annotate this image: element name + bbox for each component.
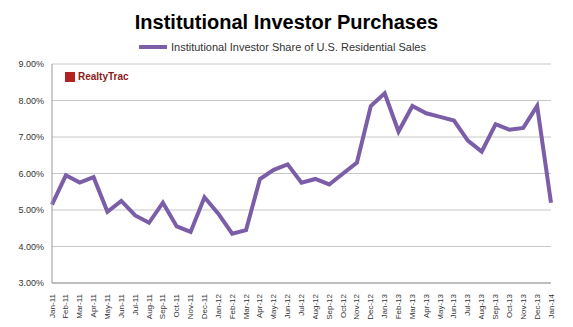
svg-text:5.00%: 5.00% [18,205,44,215]
svg-text:Oct-12: Oct-12 [339,293,348,318]
svg-text:Jul-11: Jul-11 [131,293,140,315]
svg-text:Jan-11: Jan-11 [48,293,57,317]
svg-text:Aug-13: Aug-13 [477,293,486,319]
svg-text:8.00%: 8.00% [18,96,44,106]
svg-text:Aug-12: Aug-12 [311,293,320,319]
svg-text:4.00%: 4.00% [18,242,44,252]
svg-text:Sep-12: Sep-12 [325,293,334,319]
svg-text:Jul-13: Jul-13 [463,293,472,315]
svg-text:3.00%: 3.00% [18,278,44,288]
svg-text:Feb-13: Feb-13 [394,293,403,319]
svg-text:Apr-11: Apr-11 [89,293,98,317]
svg-text:Jun-12: Jun-12 [283,293,292,318]
svg-text:Jun-13: Jun-13 [449,293,458,318]
html-text:RealtyTrac: RealtyTrac [78,71,129,82]
svg-text:Sep-11: Sep-11 [158,293,167,319]
svg-text:May-13: May-13 [436,293,445,319]
svg-text:Jan-12: Jan-12 [214,293,223,318]
svg-text:7.00%: 7.00% [18,132,44,142]
svg-text:Dec-12: Dec-12 [366,293,375,319]
svg-text:Mar-12: Mar-12 [242,293,251,319]
svg-text:Oct-13: Oct-13 [505,293,514,318]
svg-text:9.00%: 9.00% [18,59,44,69]
svg-text:Dec-13: Dec-13 [533,293,542,319]
svg-text:Jul-12: Jul-12 [297,293,306,315]
svg-text:Mar-13: Mar-13 [408,293,417,319]
svg-text:May-12: May-12 [269,293,278,319]
svg-text:Apr-13: Apr-13 [422,293,431,318]
svg-text:Feb-12: Feb-12 [228,293,237,319]
svg-text:Nov-12: Nov-12 [352,293,361,319]
svg-text:6.00%: 6.00% [18,169,44,179]
svg-text:Aug-11: Aug-11 [145,293,154,319]
svg-text:Jan-13: Jan-13 [380,293,389,318]
svg-text:Jun-11: Jun-11 [117,293,126,317]
svg-text:Dec-11: Dec-11 [200,293,209,319]
svg-text:Feb-11: Feb-11 [61,293,70,318]
svg-text:Sep-13: Sep-13 [491,293,500,319]
svg-text:May-11: May-11 [103,293,112,319]
svg-text:Nov-13: Nov-13 [519,293,528,319]
html-text:Institutional Investor Share o: Institutional Investor Share of U.S. Res… [171,41,426,53]
svg-text:Jan-14: Jan-14 [547,293,556,318]
svg-text:Nov-11: Nov-11 [186,293,195,319]
html-text:Institutional Investor Purchas: Institutional Investor Purchases [134,11,439,33]
svg-text:Apr-12: Apr-12 [255,293,264,318]
svg-text:Mar-11: Mar-11 [75,293,84,318]
svg-text:Oct-11: Oct-11 [172,293,181,317]
